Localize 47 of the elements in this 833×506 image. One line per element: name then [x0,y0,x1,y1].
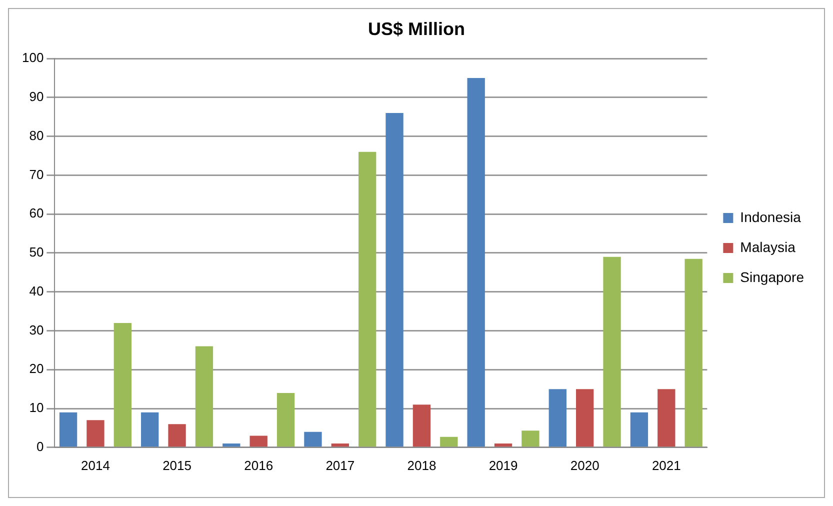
x-tick-label: 2019 [488,458,518,473]
bar [658,389,676,447]
y-tick-label: 20 [29,361,44,376]
chart-title: US$ Million [368,18,466,39]
bar [86,420,104,447]
legend-label: Indonesia [740,208,802,225]
y-tick-label: 40 [29,283,44,298]
bar [304,432,322,447]
bar [440,436,458,447]
bar [250,436,268,447]
x-tick-label: 2020 [570,458,600,473]
bar [576,389,594,447]
x-tick-label: 2021 [652,458,681,473]
x-tick-label: 2014 [81,458,110,473]
bar [195,346,214,447]
bar [59,412,78,447]
bar [141,412,159,447]
x-tick-label: 2018 [407,458,436,473]
y-tick-label: 100 [22,50,44,66]
bar [522,430,540,447]
bar [276,392,295,447]
bar [168,424,186,447]
legend-label: Singapore [740,268,804,285]
y-tick-label: 80 [29,128,44,143]
y-tick-label: 10 [29,400,44,416]
y-tick-label: 60 [29,206,44,221]
bar [548,389,566,447]
y-tick-label: 50 [29,244,44,260]
legend-label: Malaysia [740,238,796,255]
bar [331,444,349,447]
bar [630,412,648,447]
y-tick-label: 0 [36,438,44,454]
x-tick-label: 2016 [244,458,274,473]
bar [386,113,404,447]
x-tick-label: 2017 [326,458,355,473]
bar [684,258,702,447]
bar [494,444,512,447]
bar [603,256,621,447]
y-tick-label: 30 [29,322,44,338]
bar [467,78,485,447]
y-tick-label: 90 [29,89,44,104]
x-tick-label: 2015 [162,458,192,473]
bar [358,152,376,447]
bar [114,322,132,447]
y-tick-label: 70 [29,166,44,182]
bar [222,444,240,447]
bar [412,404,431,447]
